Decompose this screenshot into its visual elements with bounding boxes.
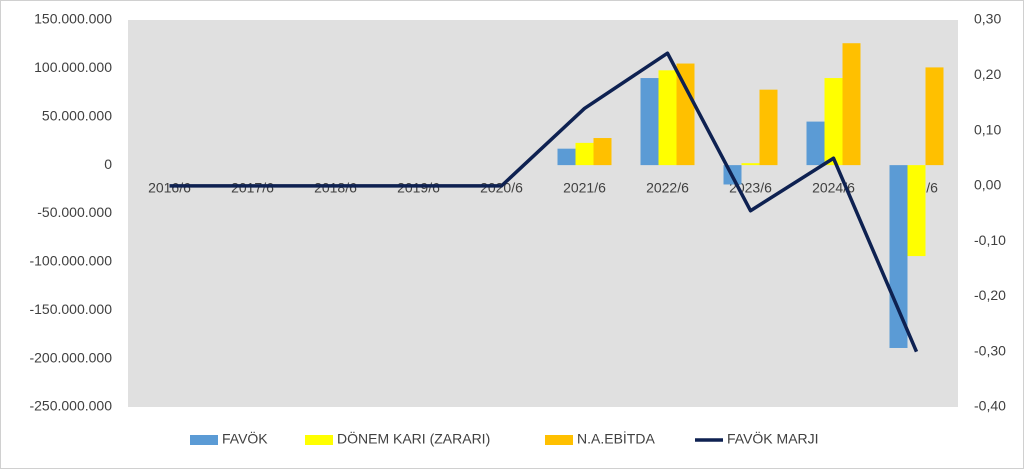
y-tick-label: 100.000.000 [34,59,112,75]
bar [907,165,926,257]
bar [575,142,594,166]
y-tick-label: -50.000.000 [37,204,112,220]
bar [593,138,612,166]
y2-tick-label: -0,10 [974,232,1006,248]
legend-swatch [190,435,218,445]
bar [806,121,825,166]
legend-swatch [305,435,333,445]
x-tick-label: 2022/6 [646,180,689,196]
bar [759,89,778,166]
plot-area [128,20,958,407]
bar [676,63,695,166]
bar [925,67,944,166]
legend-label: FAVÖK MARJI [727,430,819,447]
legend-label: DÖNEM KARI (ZARARI) [337,430,490,447]
y2-tick-label: -0,30 [974,342,1006,358]
y2-tick-label: 0,30 [974,11,1001,27]
y2-tick-label: -0,20 [974,287,1006,303]
bar [658,70,677,166]
legend-label: FAVÖK [222,430,268,447]
line [169,51,919,353]
y-tick-label: -200.000.000 [29,349,112,365]
legend-swatch [545,435,573,445]
y-tick-label: 0 [104,156,112,172]
x-tick-label: 2021/6 [563,180,606,196]
y2-tick-label: -0,40 [974,398,1006,414]
bar [640,78,659,166]
y2-tick-label: 0,00 [974,177,1001,193]
y-tick-label: 150.000.000 [34,11,112,27]
bar [741,163,760,166]
y-tick-label: -250.000.000 [29,398,112,414]
y-tick-label: 50.000.000 [42,107,112,123]
bar [557,148,576,166]
y-tick-label: -150.000.000 [29,301,112,317]
bar [824,78,843,166]
y2-tick-label: 0,20 [974,66,1001,82]
bar [842,43,861,166]
y2-tick-label: 0,10 [974,121,1001,137]
y-tick-label: -100.000.000 [29,253,112,269]
legend-label: N.A.EBİTDA [577,430,655,447]
